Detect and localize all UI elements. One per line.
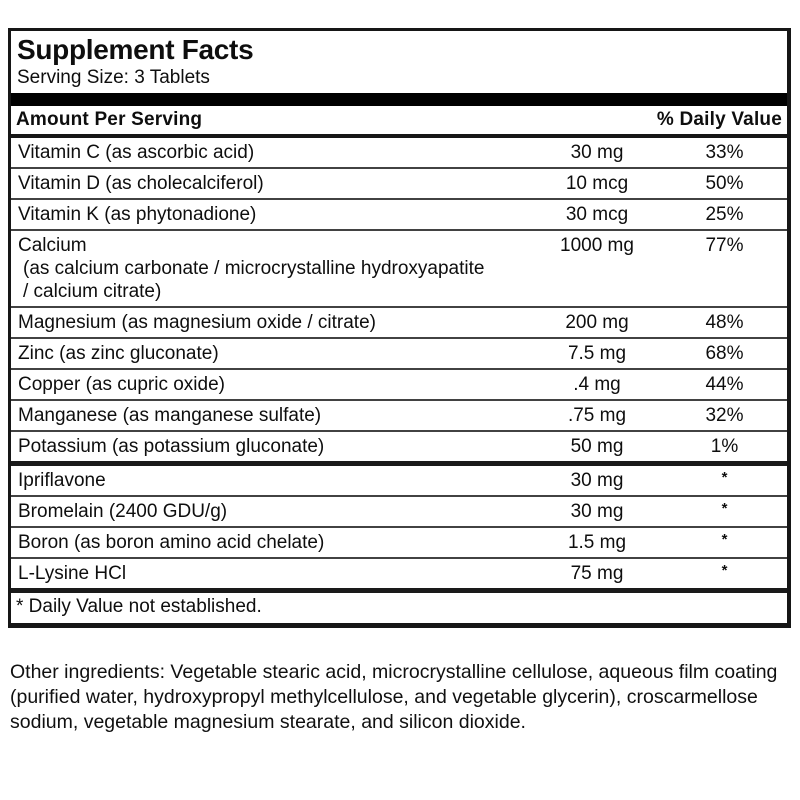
row-manganese: Manganese (as manganese sulfate) .75 mg … (11, 399, 787, 430)
nutrient-dv: 48% (705, 312, 744, 333)
supplement-facts-panel: Supplement Facts Serving Size: 3 Tablets… (8, 28, 791, 628)
nutrient-amount: 30 mg (570, 501, 624, 522)
percent-daily-value-header: % Daily Value (656, 109, 782, 130)
other-ingredients-text: Other ingredients: Vegetable stearic aci… (10, 661, 778, 733)
thick-divider-bar (11, 93, 787, 106)
nutrient-amount: 7.5 mg (567, 343, 627, 364)
daily-value-footnote: * Daily Value not established. (11, 588, 787, 623)
nutrient-amount: 50 mg (570, 436, 624, 457)
nutrient-dv: 1% (710, 436, 739, 457)
serving-size: Serving Size: 3 Tablets (17, 67, 210, 88)
nutrient-amount: .4 mg (573, 374, 621, 395)
panel-title: Supplement Facts (17, 34, 254, 65)
row-vitamin-d: Vitamin D (as cholecalciferol) 10 mcg 50… (11, 167, 787, 198)
nutrient-name: Ipriflavone (18, 470, 106, 491)
nutrient-amount: 1000 mg (560, 235, 634, 256)
nutrient-amount: 30 mg (570, 142, 624, 163)
nutrient-amount: .75 mg (567, 405, 627, 426)
row-vitamin-c: Vitamin C (as ascorbic acid) 30 mg 33% (11, 138, 787, 167)
nutrient-name: Copper (as cupric oxide) (18, 374, 225, 395)
nutrient-amount: 75 mg (570, 563, 624, 584)
row-ipriflavone: Ipriflavone 30 mg * (11, 461, 787, 495)
nutrient-dv: * (721, 562, 728, 579)
nutrient-amount: 10 mcg (565, 173, 629, 194)
nutrient-source-line: / calcium citrate) (23, 281, 162, 302)
nutrient-name: Vitamin K (as phytonadione) (18, 204, 257, 225)
row-potassium: Potassium (as potassium gluconate) 50 mg… (11, 430, 787, 461)
row-calcium: Calcium 1000 mg 77% (as calcium carbonat… (11, 229, 787, 306)
row-copper: Copper (as cupric oxide) .4 mg 44% (11, 368, 787, 399)
nutrient-dv: * (721, 500, 728, 517)
nutrient-dv: 68% (705, 343, 744, 364)
row-vitamin-k: Vitamin K (as phytonadione) 30 mcg 25% (11, 198, 787, 229)
nutrient-name: Manganese (as manganese sulfate) (18, 405, 322, 426)
nutrient-name: L-Lysine HCl (18, 563, 127, 584)
nutrient-name: Vitamin C (as ascorbic acid) (18, 142, 255, 163)
row-bromelain: Bromelain (2400 GDU/g) 30 mg * (11, 495, 787, 526)
nutrient-name: Zinc (as zinc gluconate) (18, 343, 219, 364)
nutrient-dv: * (721, 531, 728, 548)
row-boron: Boron (as boron amino acid chelate) 1.5 … (11, 526, 787, 557)
row-zinc: Zinc (as zinc gluconate) 7.5 mg 68% (11, 337, 787, 368)
nutrient-dv: 44% (705, 374, 744, 395)
nutrient-name: Boron (as boron amino acid chelate) (18, 532, 325, 553)
nutrient-dv: * (721, 469, 728, 486)
nutrient-name: Potassium (as potassium gluconate) (18, 436, 325, 457)
nutrient-name: Vitamin D (as cholecalciferol) (18, 173, 264, 194)
nutrient-amount: 1.5 mg (567, 532, 627, 553)
column-header-row: Amount Per Serving % Daily Value (11, 106, 787, 138)
nutrient-amount: 200 mg (565, 312, 629, 333)
nutrient-dv: 33% (705, 142, 744, 163)
nutrient-name: Magnesium (as magnesium oxide / citrate) (18, 312, 376, 333)
nutrient-rows: Vitamin C (as ascorbic acid) 30 mg 33% V… (11, 138, 787, 588)
nutrient-dv: 32% (705, 405, 744, 426)
nutrient-amount: 30 mcg (565, 204, 629, 225)
nutrient-dv: 50% (705, 173, 744, 194)
nutrient-name: Bromelain (2400 GDU/g) (18, 501, 228, 522)
row-magnesium: Magnesium (as magnesium oxide / citrate)… (11, 306, 787, 337)
nutrient-amount: 30 mg (570, 470, 624, 491)
amount-per-serving-header: Amount Per Serving (16, 109, 203, 130)
nutrient-name: Calcium (18, 235, 87, 256)
nutrient-dv: 77% (705, 235, 744, 256)
row-l-lysine-hcl: L-Lysine HCl 75 mg * (11, 557, 787, 588)
panel-header: Supplement Facts Serving Size: 3 Tablets (11, 31, 787, 93)
nutrient-dv: 25% (705, 204, 744, 225)
nutrient-source-line: (as calcium carbonate / microcrystalline… (23, 258, 485, 279)
